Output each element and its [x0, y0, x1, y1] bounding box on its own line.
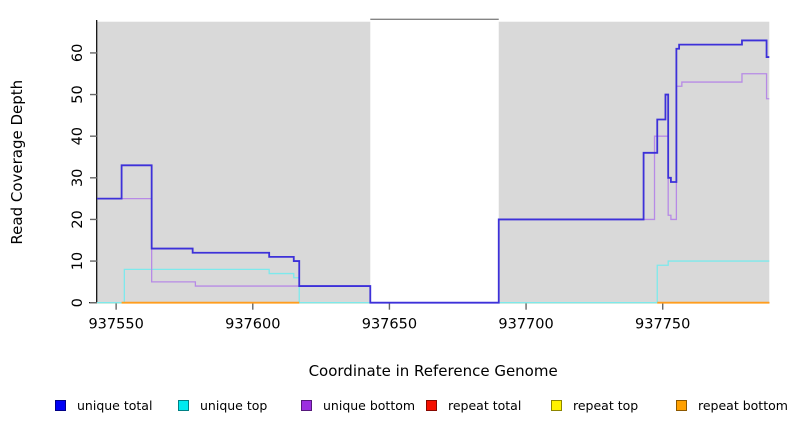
y-tick-label: 60: [70, 44, 86, 62]
x-tick-label: 937600: [225, 317, 280, 333]
legend-label: unique bottom: [323, 397, 416, 413]
series-path: [97, 260, 770, 304]
y-axis-title: Read Coverage Depth: [8, 80, 26, 245]
legend-item-repeat-total: repeat total: [426, 396, 521, 414]
legend-swatch-unique-bottom: [301, 399, 312, 411]
legend-swatch-unique-total: [55, 399, 66, 411]
series-unique-total: [97, 39, 770, 304]
axes: 937550 937600 937650 937700 937750 0 10 20 30 40 5…: [70, 20, 770, 333]
legend-label: unique top: [200, 397, 268, 413]
legend-item-repeat-bottom: repeat bottom: [676, 396, 788, 414]
legend-item-repeat-top: repeat top: [551, 396, 638, 414]
legend-swatch-repeat-top: [551, 399, 562, 411]
series-path: [97, 39, 770, 304]
series-lines: [97, 39, 770, 304]
legend-label: unique total: [77, 397, 153, 413]
x-tick-label: 937750: [635, 317, 690, 333]
plot-background: [97, 18, 770, 303]
legend-swatch-unique-top: [178, 399, 189, 411]
y-tick-label: 40: [70, 127, 86, 145]
x-tick-label: 937650: [362, 317, 417, 333]
y-tick-label: 50: [70, 85, 86, 103]
legend-swatch-repeat-bottom: [676, 399, 687, 411]
y-tick-label: 30: [70, 169, 86, 187]
y-tick-label: 0: [70, 298, 86, 307]
legend-label: repeat top: [573, 397, 639, 413]
x-axis-title: Coordinate in Reference Genome: [309, 362, 558, 380]
x-tick-label: 937550: [88, 317, 143, 333]
legend-label: repeat total: [448, 397, 522, 413]
series-unique-top: [97, 260, 770, 304]
no-data-band: [370, 19, 499, 303]
legend-item-unique-total: unique total: [55, 396, 152, 414]
x-tick-label: 937700: [498, 317, 553, 333]
y-tick-label: 10: [70, 252, 86, 270]
legend-swatch-repeat-total: [426, 399, 437, 411]
y-tick-label: 20: [70, 210, 86, 228]
legend-label: repeat bottom: [698, 397, 788, 413]
legend-item-unique-bottom: unique bottom: [301, 396, 415, 414]
chart-legend: unique total unique top unique bottom repea…: [0, 396, 792, 418]
legend-item-unique-top: unique top: [178, 396, 267, 414]
